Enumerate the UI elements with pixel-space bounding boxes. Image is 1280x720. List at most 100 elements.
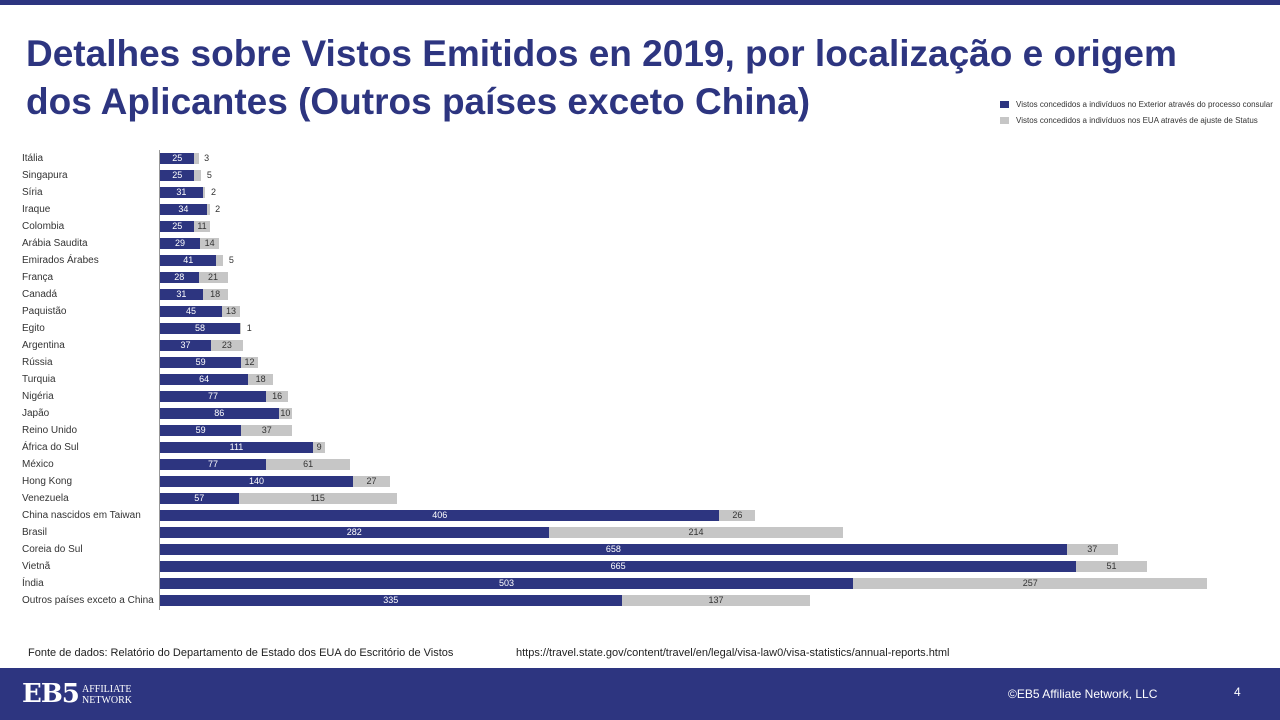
bar-consular — [160, 561, 1077, 572]
bar-status — [222, 306, 240, 317]
data-label-status: 61 — [303, 459, 314, 469]
category-label: Reino Unido — [22, 425, 78, 436]
category-label: Emirados Árabes — [22, 255, 99, 266]
data-label-status: 51 — [1106, 561, 1117, 571]
bar-consular — [160, 425, 242, 436]
data-label-status: 12 — [244, 357, 255, 367]
page-title: Detalhes sobre Vistos Emitidos en 2019, … — [26, 33, 1177, 122]
bar-consular — [160, 578, 854, 589]
data-label-consular: 25 — [172, 221, 183, 231]
data-label-status: 18 — [210, 289, 221, 299]
bar-status — [719, 510, 756, 521]
bar-consular — [160, 408, 279, 419]
logo-eb5-mark: EB5 — [22, 679, 80, 709]
data-label-consular: 282 — [346, 527, 362, 537]
data-label-status: 21 — [208, 272, 219, 282]
data-label-status: 5 — [206, 170, 212, 180]
category-label: Coreia do Sul — [22, 544, 83, 555]
data-label-status: 23 — [221, 340, 232, 350]
data-label-status: 115 — [310, 493, 325, 503]
bar-consular — [160, 595, 622, 606]
data-label-consular: 45 — [185, 306, 196, 316]
bar-consular — [160, 187, 203, 198]
legend-label-status: Vistos concedidos a indivíduos nos EUA a… — [1016, 115, 1258, 125]
bar-status — [266, 459, 351, 470]
bar-status — [278, 408, 293, 419]
bar-status — [202, 289, 228, 300]
data-label-consular: 59 — [195, 425, 206, 435]
bar-status — [312, 442, 326, 453]
category-label: Síria — [22, 187, 43, 198]
bar-consular — [160, 153, 195, 164]
bar-consular — [160, 544, 1067, 555]
bar-consular — [160, 527, 549, 538]
data-label-consular: 86 — [214, 408, 225, 418]
data-label-consular: 37 — [180, 340, 191, 350]
bar-status — [194, 153, 199, 164]
legend-item-status: Vistos concedidos a indivíduos nos EUA a… — [1000, 112, 1273, 128]
category-label: Índia — [22, 578, 44, 589]
bar-consular — [160, 493, 239, 504]
page-number: 4 — [1234, 685, 1241, 699]
data-label-status: 11 — [197, 221, 207, 231]
data-label-status: 27 — [366, 476, 377, 486]
category-label: Arábia Saudita — [22, 238, 88, 249]
bar-status — [352, 476, 391, 487]
data-label-consular: 28 — [174, 272, 185, 282]
bar-status — [1076, 561, 1147, 572]
legend-swatch-status — [1000, 116, 1009, 124]
data-label-consular: 111 — [229, 442, 244, 452]
data-label-consular: 31 — [176, 289, 187, 299]
data-label-consular: 31 — [176, 187, 187, 197]
category-label: Japão — [22, 408, 50, 419]
data-label-status: 13 — [225, 306, 236, 316]
data-label-status: 18 — [255, 374, 266, 384]
data-label-consular: 665 — [610, 561, 626, 571]
category-label: França — [22, 272, 54, 283]
bar-status — [853, 578, 1208, 589]
bar-status — [216, 255, 224, 266]
bar-consular — [160, 289, 203, 300]
category-label: Hong Kong — [22, 476, 73, 487]
bar-consular — [160, 204, 207, 215]
data-label-status: 257 — [1022, 578, 1038, 588]
category-label: Colombia — [22, 221, 65, 232]
logo-text-line1: AFFILIATE — [82, 684, 132, 695]
data-label-consular: 140 — [248, 476, 264, 486]
data-label-consular: 77 — [208, 459, 219, 469]
bar-consular — [160, 340, 211, 351]
category-label: Canadá — [22, 289, 58, 300]
category-label: México — [22, 459, 54, 470]
data-label-status: 9 — [316, 442, 322, 452]
chart-legend: Vistos concedidos a indivíduos no Exteri… — [1000, 96, 1273, 128]
data-label-status: 37 — [1087, 544, 1098, 554]
bar-consular — [160, 170, 195, 181]
data-label-consular: 25 — [172, 153, 183, 163]
data-label-consular: 503 — [499, 578, 515, 588]
bar-consular — [160, 476, 353, 487]
bar-status — [248, 374, 273, 385]
bar-status — [202, 187, 206, 198]
bar-status — [266, 391, 289, 402]
category-label: Outros países exceto a China — [22, 595, 154, 606]
bar-consular — [160, 391, 267, 402]
data-label-consular: 77 — [208, 391, 219, 401]
category-label: China nascidos em Taiwan — [22, 510, 141, 521]
data-label-consular: 64 — [199, 374, 210, 384]
bar-status — [206, 204, 210, 215]
data-label-status: 214 — [688, 527, 704, 537]
data-label-consular: 59 — [195, 357, 206, 367]
category-label: Nigéria — [22, 391, 54, 402]
bar-status — [241, 357, 258, 368]
bar-consular — [160, 459, 267, 470]
data-source-url[interactable]: https://travel.state.gov/content/travel/… — [516, 647, 950, 659]
copyright-notice: ©EB5 Affiliate Network, LLC — [1008, 687, 1158, 701]
data-label-status: 3 — [204, 153, 210, 163]
data-label-consular: 41 — [183, 255, 194, 265]
legend-swatch-consular — [1000, 100, 1009, 108]
bar-status — [238, 493, 397, 504]
data-label-status: 16 — [272, 391, 283, 401]
category-label: Paquistão — [22, 306, 67, 317]
bar-consular — [160, 374, 249, 385]
data-label-consular: 25 — [172, 170, 183, 180]
